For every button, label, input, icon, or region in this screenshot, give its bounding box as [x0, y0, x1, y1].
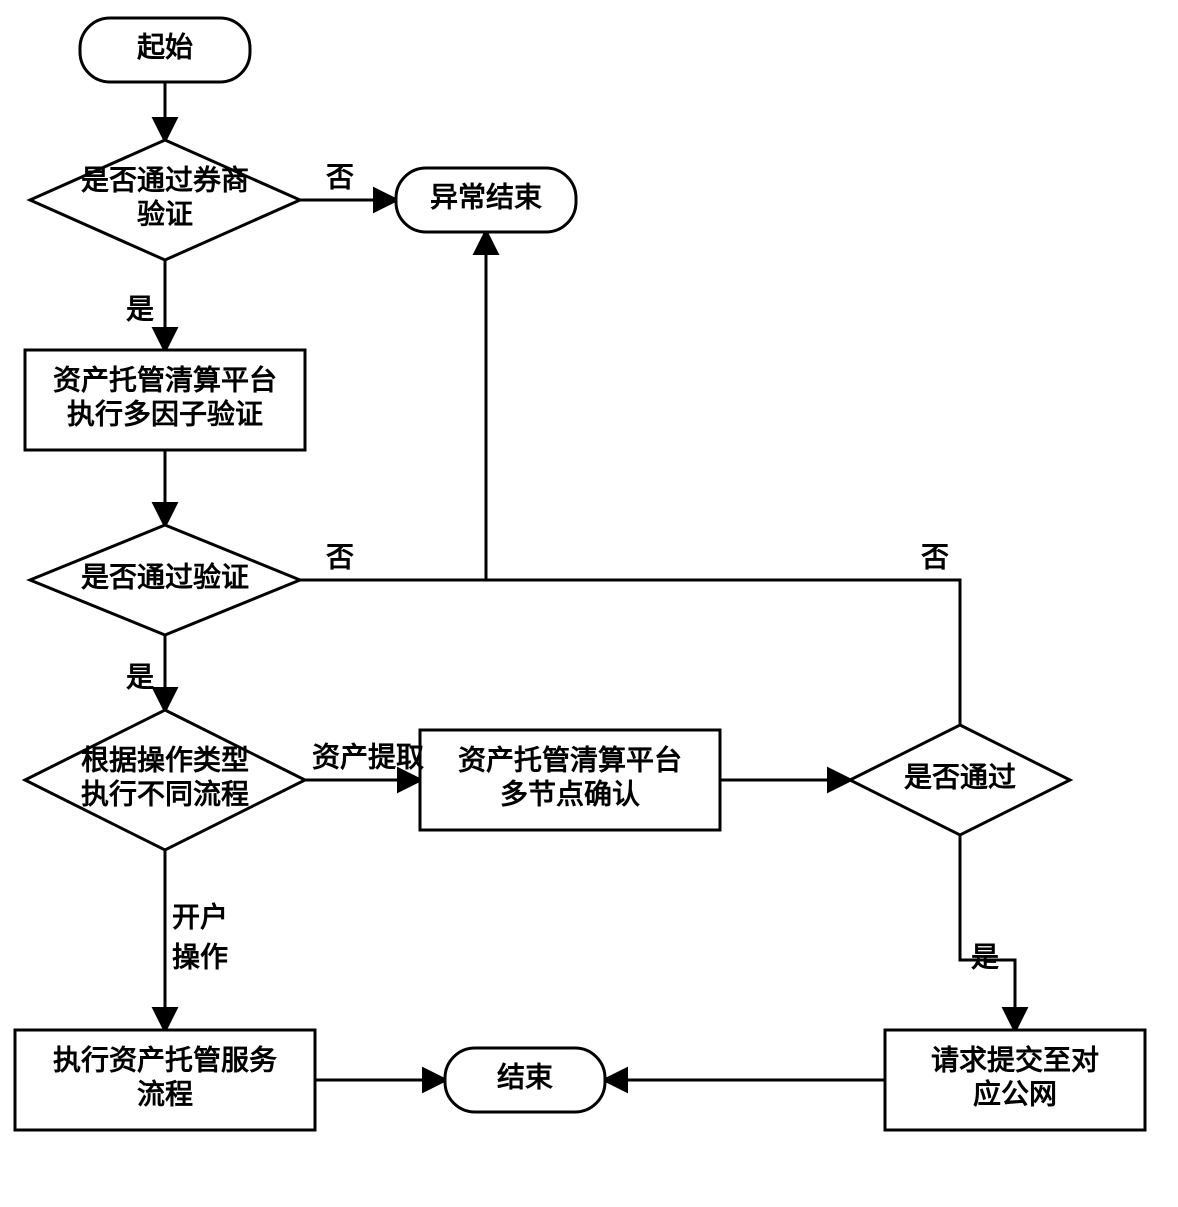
node-text: 是否通过券商 [81, 164, 249, 196]
node-text: 异常结束 [430, 181, 542, 213]
node-text: 资产托管清算平台 [458, 743, 682, 776]
node-text: 验证 [137, 197, 193, 230]
node-text: 多节点确认 [500, 777, 640, 810]
node-p_custody: 执行资产托管服务流程 [15, 1030, 315, 1130]
node-d_verify: 是否通过验证 [30, 525, 300, 635]
edge-label: 否 [921, 542, 949, 573]
node-text: 执行多因子验证 [67, 397, 263, 430]
node-p_multinode: 资产托管清算平台多节点确认 [420, 730, 720, 830]
node-d_pass: 是否通过 [850, 725, 1070, 835]
node-text: 根据操作类型 [81, 744, 249, 776]
node-end: 结束 [445, 1048, 605, 1112]
node-abend: 异常结束 [396, 168, 576, 232]
node-text: 是否通过 [904, 761, 1016, 793]
node-text: 起始 [137, 31, 193, 63]
edge-label: 是 [126, 294, 154, 325]
edge-label: 操作 [172, 941, 228, 973]
node-text: 应公网 [973, 1077, 1057, 1110]
node-text: 执行资产托管服务 [53, 1043, 277, 1076]
edge-label: 否 [326, 162, 354, 193]
node-start: 起始 [80, 18, 250, 82]
node-text: 是否通过验证 [81, 560, 249, 593]
edge-9 [960, 835, 1015, 1030]
edge-label: 是 [126, 662, 154, 693]
edge-label: 资产提取 [312, 741, 424, 773]
node-text: 请求提交至对 [931, 1043, 1099, 1076]
edge-label: 否 [326, 542, 354, 573]
flowchart-canvas: 起始是否通过券商验证异常结束资产托管清算平台执行多因子验证是否通过验证根据操作类… [0, 0, 1178, 1207]
node-text: 结束 [497, 1061, 553, 1093]
edge-label: 是 [971, 942, 999, 973]
node-d_optype: 根据操作类型执行不同流程 [25, 710, 305, 850]
node-text: 资产托管清算平台 [53, 363, 277, 396]
edge-label: 开户 [172, 900, 228, 933]
node-p_submit: 请求提交至对应公网 [885, 1030, 1145, 1130]
edge-8 [486, 580, 960, 725]
node-d_broker: 是否通过券商验证 [30, 140, 300, 260]
node-text: 执行不同流程 [81, 777, 249, 810]
edge-4 [300, 232, 486, 580]
node-p_mfa: 资产托管清算平台执行多因子验证 [25, 350, 305, 450]
node-text: 流程 [137, 1078, 193, 1110]
